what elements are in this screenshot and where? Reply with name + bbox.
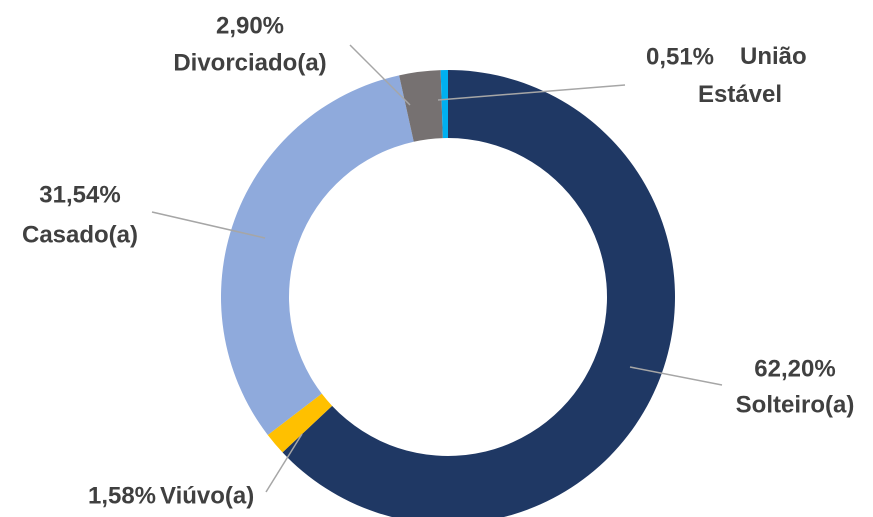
donut-segment xyxy=(282,70,675,517)
category-label: Casado(a) xyxy=(22,221,138,248)
leader-line xyxy=(151,211,266,239)
category-label: Viúvo(a) xyxy=(160,482,254,509)
leader-line xyxy=(265,433,303,493)
leader-line xyxy=(349,44,411,106)
category-label: Solteiro(a) xyxy=(736,391,855,418)
leader-line xyxy=(437,84,626,101)
value-label: 31,54% xyxy=(39,181,120,208)
donut-segment xyxy=(440,70,448,139)
category-label: Divorciado(a) xyxy=(173,49,326,76)
donut-segment xyxy=(399,70,443,142)
value-label: 2,90% xyxy=(216,12,284,39)
value-label: 62,20% xyxy=(754,355,835,382)
donut-segment xyxy=(221,75,414,435)
leader-line xyxy=(629,366,723,386)
donut-segment xyxy=(267,393,333,453)
category-label: União Estável xyxy=(698,43,807,108)
value-label: 0,51% xyxy=(646,43,714,70)
value-label: 1,58% xyxy=(88,482,156,509)
